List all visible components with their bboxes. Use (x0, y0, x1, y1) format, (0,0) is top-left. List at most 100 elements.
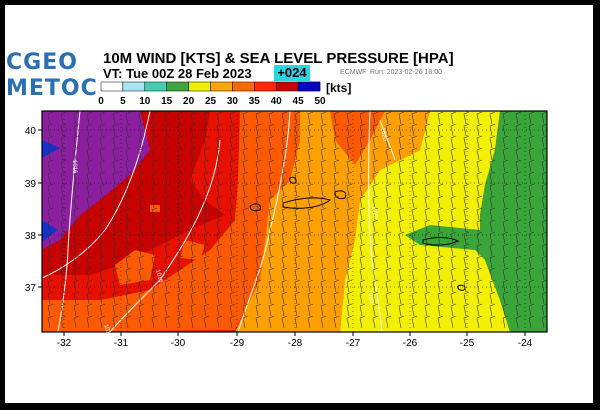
wind-barb (190, 291, 197, 305)
wind-barb (216, 303, 223, 317)
wind-barb (346, 303, 353, 317)
wind-barb (112, 195, 119, 209)
wind-barb (99, 207, 106, 221)
wind-barb (138, 255, 145, 269)
wind-zone-15-20 (340, 111, 510, 332)
wind-barb (398, 255, 405, 269)
wind-barb (359, 111, 366, 125)
wind-barb (359, 171, 366, 185)
wind-barb (99, 111, 106, 125)
wind-barb (476, 291, 483, 305)
valid-time: VT: Tue 00Z 28 Feb 2023 (103, 66, 252, 81)
wind-barb (164, 231, 171, 245)
wind-barb (138, 303, 145, 317)
wind-barb (359, 315, 366, 329)
wind-barb (47, 267, 54, 281)
wind-zone-25-30 (115, 250, 155, 285)
wind-barb (541, 267, 548, 281)
wind-barb (268, 183, 275, 197)
wind-barb (320, 207, 327, 221)
wind-barb (502, 243, 509, 257)
isobar (109, 139, 221, 332)
wind-barb (255, 147, 262, 161)
wind-barb (320, 267, 327, 281)
wind-barb (281, 255, 288, 269)
wind-barb (359, 303, 366, 317)
wind-barb (372, 135, 379, 149)
wind-barb (73, 291, 80, 305)
wind-barb (411, 231, 418, 245)
wind-barb (320, 315, 327, 329)
wind-barb (151, 111, 158, 125)
wind-barb (346, 195, 353, 209)
wind-barb (307, 243, 314, 257)
wind-barb (398, 147, 405, 161)
wind-barb (307, 267, 314, 281)
wind-barb (125, 135, 132, 149)
wind-barb (216, 219, 223, 233)
wind-barb (164, 291, 171, 305)
wind-barb (216, 267, 223, 281)
wind-barb (398, 123, 405, 137)
wind-barb (216, 183, 223, 197)
wind-barb (320, 195, 327, 209)
wind-barb (99, 267, 106, 281)
wind-barb (203, 159, 210, 173)
wind-barb (125, 255, 132, 269)
wind-barb (294, 303, 301, 317)
wind-barb (255, 219, 262, 233)
wind-barb (502, 195, 509, 209)
wind-barb (541, 183, 548, 197)
wind-barb (333, 315, 340, 329)
wind-barb (528, 111, 535, 125)
wind-barb (151, 231, 158, 245)
wind-barb (385, 267, 392, 281)
wind-barb (359, 123, 366, 137)
wind-barb (47, 243, 54, 257)
wind-barb (528, 147, 535, 161)
wind-barb (437, 171, 444, 185)
wind-barb (320, 255, 327, 269)
wind-barb (541, 159, 548, 173)
wind-barb (177, 315, 184, 329)
wind-barb (320, 303, 327, 317)
wind-barb (385, 207, 392, 221)
wind-barb (112, 255, 119, 269)
wind-barb (450, 279, 457, 293)
wind-barb (359, 207, 366, 221)
wind-barb (216, 123, 223, 137)
wind-barb (151, 279, 158, 293)
wind-barb (450, 111, 457, 125)
wind-barb (268, 207, 275, 221)
wind-barb (437, 315, 444, 329)
wind-barb (424, 291, 431, 305)
wind-barb (333, 195, 340, 209)
wind-barb (177, 279, 184, 293)
wind-barb (47, 171, 54, 185)
wind-barb (437, 279, 444, 293)
wind-barb (229, 231, 236, 245)
wind-barb (190, 219, 197, 233)
wind-barb (255, 171, 262, 185)
wind-barb (60, 315, 67, 329)
wind-barb (242, 303, 249, 317)
wind-barb (424, 171, 431, 185)
legend-tick-label: 15 (161, 96, 173, 107)
wind-barb (489, 231, 496, 245)
wind-barb (398, 315, 405, 329)
wind-barb (242, 183, 249, 197)
wind-barb (463, 303, 470, 317)
wind-barb (333, 243, 340, 257)
wind-barb (177, 147, 184, 161)
wind-barb (60, 255, 67, 269)
wind-barb (138, 267, 145, 281)
wind-barb (307, 111, 314, 125)
wind-barb (515, 231, 522, 245)
wind-barb (294, 123, 301, 137)
wind-barb (177, 219, 184, 233)
wind-barb (359, 243, 366, 257)
wind-barb (476, 243, 483, 257)
wind-barb (255, 195, 262, 209)
wind-barb (125, 159, 132, 173)
